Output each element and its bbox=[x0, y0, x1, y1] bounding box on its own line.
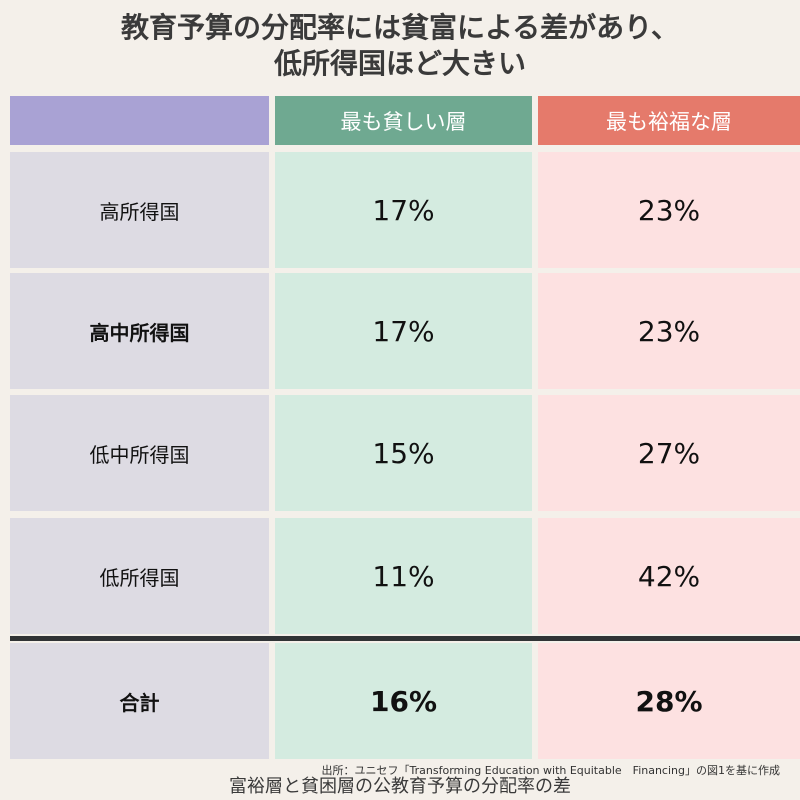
row-label: 低所得国 bbox=[10, 518, 269, 634]
poorest-share: 11% bbox=[275, 518, 532, 634]
row-label: 高所得国 bbox=[10, 152, 269, 268]
header-richest: 最も裕福な層 bbox=[538, 96, 800, 145]
richest-share: 27% bbox=[538, 395, 800, 511]
total-divider bbox=[10, 636, 800, 641]
total-richest-share: 28% bbox=[538, 643, 800, 759]
title-line-2: 低所得国ほど大きい bbox=[273, 47, 526, 80]
header-label-cell bbox=[10, 96, 269, 145]
poorest-share: 15% bbox=[275, 395, 532, 511]
richest-share: 42% bbox=[538, 518, 800, 634]
header-poorest: 最も貧しい層 bbox=[275, 96, 532, 145]
total-row-label: 合計 bbox=[10, 643, 269, 759]
page-title: 教育予算の分配率には貧富による差があり、 低所得国ほど大きい bbox=[0, 10, 800, 82]
richest-share: 23% bbox=[538, 152, 800, 268]
source-note: 出所：ユニセフ「Transforming Education with Equi… bbox=[321, 764, 780, 777]
row-label: 高中所得国 bbox=[10, 273, 269, 389]
title-line-1: 教育予算の分配率には貧富による差があり、 bbox=[120, 11, 680, 44]
total-poorest-share: 16% bbox=[275, 643, 532, 759]
row-label: 低中所得国 bbox=[10, 395, 269, 511]
caption: 富裕層と貧困層の公教育予算の分配率の差 bbox=[229, 776, 571, 797]
poorest-share: 17% bbox=[275, 273, 532, 389]
poorest-share: 17% bbox=[275, 152, 532, 268]
richest-share: 23% bbox=[538, 273, 800, 389]
